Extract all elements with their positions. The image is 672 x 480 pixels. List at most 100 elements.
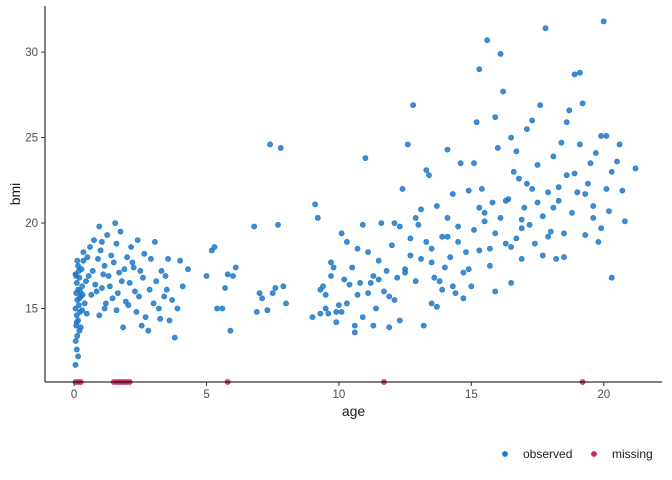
observed-point	[79, 283, 85, 290]
observed-point	[351, 329, 358, 336]
observed-point	[328, 273, 334, 279]
observed-point	[569, 209, 575, 216]
x-axis-ticks: 0 5 10 15 20	[71, 382, 610, 401]
observed-point	[571, 71, 578, 78]
observed-point	[574, 189, 581, 196]
observed-point	[428, 300, 435, 307]
observed-point	[73, 273, 80, 279]
observed-point	[117, 228, 124, 235]
observed-point	[121, 266, 128, 273]
observed-point	[518, 255, 525, 262]
observed-point	[473, 119, 480, 126]
observed-point	[275, 221, 281, 228]
observed-point	[75, 262, 81, 269]
observed-point	[232, 264, 239, 271]
observed-point	[330, 264, 337, 271]
observed-point	[486, 245, 493, 252]
legend-key-missing	[591, 451, 597, 457]
observed-point	[603, 132, 610, 139]
observed-point	[592, 150, 599, 156]
observed-point	[230, 273, 236, 279]
observed-point	[614, 158, 620, 165]
observed-point	[130, 264, 137, 271]
y-axis-ticks: 15 20 25 30	[25, 47, 45, 316]
y-tick-label: 20	[25, 218, 38, 230]
observed-point	[547, 228, 554, 235]
observed-point	[341, 276, 348, 283]
observed-point	[386, 293, 393, 300]
observed-point	[460, 269, 467, 276]
observed-point	[185, 266, 191, 273]
observed-point	[338, 308, 345, 315]
observed-point	[465, 187, 472, 194]
legend-label-observed: observed	[523, 447, 572, 461]
observed-point	[561, 230, 567, 237]
observed-point	[381, 288, 387, 295]
observed-point	[162, 273, 169, 279]
observed-point	[481, 209, 488, 216]
observed-point	[113, 307, 120, 314]
observed-point	[497, 214, 504, 221]
observed-point	[157, 315, 164, 322]
observed-point	[146, 286, 153, 293]
observed-point	[423, 167, 430, 173]
observed-point	[513, 148, 520, 155]
observed-point	[118, 278, 125, 285]
observed-point	[510, 168, 517, 175]
observed-point	[335, 302, 342, 308]
observed-point	[463, 249, 469, 255]
observed-point	[585, 180, 591, 187]
observed-point	[333, 319, 340, 326]
observed-point	[516, 175, 522, 182]
observed-point	[104, 232, 111, 238]
observed-point	[73, 319, 80, 326]
x-tick-label: 0	[71, 389, 77, 401]
observed-point	[365, 249, 371, 255]
observed-point	[603, 185, 610, 192]
legend: observed missing	[502, 447, 653, 461]
observed-point	[439, 233, 446, 240]
observed-point	[412, 278, 419, 285]
observed-point	[140, 274, 146, 281]
observed-point	[177, 257, 183, 264]
observed-point	[349, 264, 356, 271]
observed-point	[264, 307, 271, 314]
observed-point	[105, 273, 112, 279]
observed-point	[539, 213, 546, 220]
observed-point	[81, 300, 88, 307]
observed-point	[550, 204, 557, 211]
observed-point	[174, 305, 181, 312]
observed-point	[101, 262, 108, 269]
observed-point	[96, 312, 103, 319]
observed-point	[598, 132, 604, 139]
observed-point	[129, 259, 136, 266]
observed-point	[375, 276, 382, 283]
observed-point	[489, 199, 496, 206]
observed-point	[378, 220, 385, 226]
observed-point	[116, 269, 122, 276]
observed-point	[141, 250, 148, 257]
observed-point	[388, 242, 395, 249]
observed-point	[521, 204, 528, 211]
observed-point	[322, 291, 329, 298]
observed-point	[600, 18, 607, 25]
observed-point	[394, 274, 401, 281]
observed-point	[101, 305, 108, 312]
observed-point	[110, 259, 117, 266]
observed-point	[112, 220, 119, 226]
observed-point	[76, 267, 82, 274]
observed-point	[481, 218, 488, 225]
observed-point	[365, 290, 371, 296]
observed-point	[423, 238, 430, 245]
observed-point	[72, 361, 79, 368]
observed-point	[508, 134, 514, 141]
observed-point	[76, 295, 83, 302]
observed-point	[251, 223, 258, 230]
observed-point	[222, 285, 228, 291]
observed-point	[169, 297, 175, 303]
observed-point	[616, 141, 623, 148]
observed-point	[314, 214, 321, 221]
observed-point	[555, 197, 562, 204]
observed-point	[346, 281, 353, 288]
